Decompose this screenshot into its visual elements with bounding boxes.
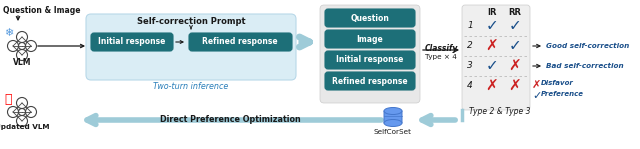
Ellipse shape: [384, 107, 402, 114]
Text: SelfCorSet: SelfCorSet: [374, 129, 412, 135]
FancyBboxPatch shape: [320, 5, 420, 103]
FancyBboxPatch shape: [325, 9, 415, 27]
Text: VLM: VLM: [13, 58, 31, 67]
FancyBboxPatch shape: [384, 111, 402, 123]
Text: 4: 4: [467, 82, 473, 90]
Text: 3: 3: [467, 62, 473, 70]
Text: Self-correction Prompt: Self-correction Prompt: [137, 17, 245, 26]
Text: Type × 4: Type × 4: [425, 54, 457, 60]
Ellipse shape: [384, 119, 402, 127]
Text: ✓: ✓: [532, 91, 541, 101]
Text: Image: Image: [356, 35, 383, 44]
FancyBboxPatch shape: [91, 33, 173, 51]
Text: ✓: ✓: [509, 18, 522, 34]
Text: Good self-correction: Good self-correction: [546, 43, 629, 49]
Text: Direct Preference Optimization: Direct Preference Optimization: [159, 115, 300, 124]
FancyBboxPatch shape: [462, 5, 530, 110]
Text: Initial response: Initial response: [336, 55, 404, 65]
Text: Updated VLM: Updated VLM: [0, 124, 49, 130]
Text: ✓: ✓: [486, 59, 499, 73]
Text: Preference: Preference: [541, 91, 584, 97]
FancyBboxPatch shape: [325, 30, 415, 48]
Text: ✓: ✓: [509, 38, 522, 53]
FancyBboxPatch shape: [325, 51, 415, 69]
Text: Refined response: Refined response: [332, 76, 408, 86]
Text: Question & Image: Question & Image: [3, 6, 81, 15]
Text: ✗: ✗: [509, 79, 522, 94]
Text: Refined response: Refined response: [202, 38, 278, 46]
Text: RR: RR: [509, 8, 522, 17]
FancyBboxPatch shape: [86, 14, 296, 80]
Text: IR: IR: [487, 8, 497, 17]
Text: Two-turn inference: Two-turn inference: [154, 82, 228, 91]
Text: Question: Question: [351, 14, 389, 22]
Text: ✗: ✗: [509, 59, 522, 73]
Text: 1: 1: [467, 21, 473, 31]
Text: 🔥: 🔥: [4, 93, 12, 106]
Text: ✗: ✗: [486, 38, 499, 53]
Text: Classify: Classify: [424, 44, 458, 53]
Text: Type 2 & Type 3: Type 2 & Type 3: [469, 107, 531, 116]
Text: Initial response: Initial response: [99, 38, 166, 46]
FancyBboxPatch shape: [325, 72, 415, 90]
Text: Bad self-correction: Bad self-correction: [546, 63, 623, 69]
Text: Disfavor: Disfavor: [541, 80, 574, 86]
Text: ✓: ✓: [486, 18, 499, 34]
Text: 2: 2: [467, 42, 473, 51]
Text: ❄: ❄: [4, 28, 13, 38]
Text: ✗: ✗: [486, 79, 499, 94]
Text: ✗: ✗: [532, 80, 541, 90]
FancyBboxPatch shape: [189, 33, 292, 51]
